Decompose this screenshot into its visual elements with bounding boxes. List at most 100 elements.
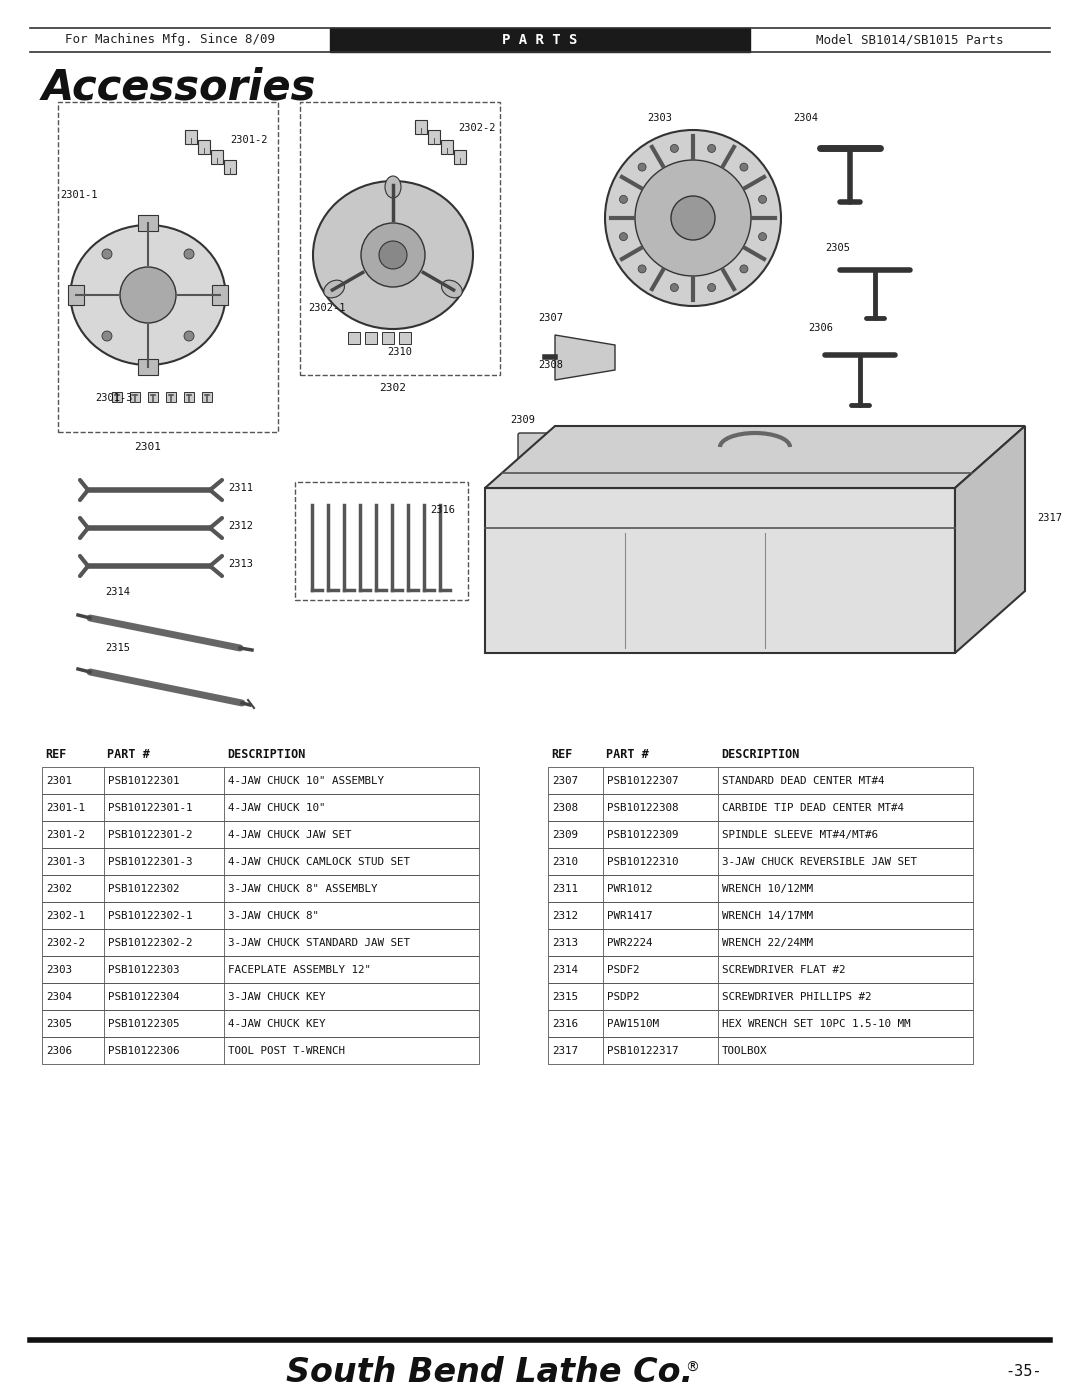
Polygon shape	[485, 426, 1025, 488]
Text: 4-JAW CHUCK JAW SET: 4-JAW CHUCK JAW SET	[228, 830, 351, 840]
Text: PWR1417: PWR1417	[607, 911, 652, 921]
Text: 4-JAW CHUCK 10": 4-JAW CHUCK 10"	[228, 803, 325, 813]
Bar	[548, 983, 973, 1010]
Text: 2317: 2317	[552, 1046, 578, 1056]
Text: 2301-3: 2301-3	[46, 856, 85, 868]
Circle shape	[361, 224, 426, 286]
Bar	[212, 285, 228, 305]
Polygon shape	[955, 426, 1025, 652]
Bar	[485, 488, 955, 652]
Text: PSB10122309: PSB10122309	[607, 830, 678, 840]
Text: 3-JAW CHUCK REVERSIBLE JAW SET: 3-JAW CHUCK REVERSIBLE JAW SET	[723, 856, 917, 868]
Text: 2308: 2308	[552, 803, 578, 813]
Text: PSB10122317: PSB10122317	[607, 1046, 678, 1056]
Text: ®: ®	[685, 1361, 699, 1375]
Bar	[415, 120, 427, 134]
Text: 2312: 2312	[228, 521, 253, 531]
Text: HEX WRENCH SET 10PC 1.5-10 MM: HEX WRENCH SET 10PC 1.5-10 MM	[723, 1018, 910, 1030]
Text: CARBIDE TIP DEAD CENTER MT#4: CARBIDE TIP DEAD CENTER MT#4	[723, 803, 904, 813]
Bar	[42, 956, 480, 983]
Text: 3-JAW CHUCK STANDARD JAW SET: 3-JAW CHUCK STANDARD JAW SET	[228, 937, 410, 949]
Text: 2302: 2302	[46, 884, 72, 894]
Text: 2315: 2315	[552, 992, 578, 1002]
Text: 2306: 2306	[46, 1046, 72, 1056]
Text: PSB10122304: PSB10122304	[108, 992, 179, 1002]
Text: 2311: 2311	[552, 884, 578, 894]
Text: 2301: 2301	[135, 441, 162, 453]
Bar	[348, 332, 360, 344]
Text: TOOL POST T-WRENCH: TOOL POST T-WRENCH	[228, 1046, 345, 1056]
Text: PSB10122303: PSB10122303	[108, 965, 179, 975]
Bar	[42, 929, 480, 956]
Bar	[58, 102, 278, 432]
Text: PSB10122301-2: PSB10122301-2	[108, 830, 192, 840]
Ellipse shape	[70, 225, 226, 365]
Bar	[148, 393, 158, 402]
Circle shape	[707, 284, 716, 292]
Text: PSB10122301-1: PSB10122301-1	[108, 803, 192, 813]
Text: South Bend Lathe Co.: South Bend Lathe Co.	[286, 1355, 693, 1389]
Text: WRENCH 22/24MM: WRENCH 22/24MM	[723, 937, 813, 949]
Text: PSDF2: PSDF2	[607, 965, 639, 975]
Text: 2311: 2311	[228, 483, 253, 493]
Bar	[184, 393, 194, 402]
Ellipse shape	[324, 281, 345, 298]
Text: PSB10122307: PSB10122307	[607, 775, 678, 787]
Bar	[399, 332, 411, 344]
Text: PWR1012: PWR1012	[607, 884, 652, 894]
Circle shape	[102, 249, 112, 258]
Bar	[548, 929, 973, 956]
Text: 2302-2: 2302-2	[46, 937, 85, 949]
Text: 2316: 2316	[430, 504, 455, 515]
Bar	[42, 902, 480, 929]
Bar	[211, 149, 222, 163]
Text: 2303: 2303	[46, 965, 72, 975]
Text: PART #: PART #	[606, 749, 649, 761]
Circle shape	[184, 331, 194, 341]
Text: TOOLBOX: TOOLBOX	[723, 1046, 768, 1056]
Text: Accessories: Accessories	[42, 67, 316, 109]
Text: PSB10122310: PSB10122310	[607, 856, 678, 868]
Text: 2309: 2309	[552, 830, 578, 840]
Text: 2307: 2307	[552, 775, 578, 787]
Text: 2304: 2304	[793, 113, 818, 123]
Text: 3-JAW CHUCK KEY: 3-JAW CHUCK KEY	[228, 992, 325, 1002]
Text: 2310: 2310	[388, 346, 413, 358]
Text: 2314: 2314	[105, 587, 130, 597]
Bar	[42, 793, 480, 821]
Text: PSB10122306: PSB10122306	[108, 1046, 179, 1056]
Text: 2315: 2315	[105, 643, 130, 652]
Text: SPINDLE SLEEVE MT#4/MT#6: SPINDLE SLEEVE MT#4/MT#6	[723, 830, 878, 840]
Circle shape	[671, 196, 715, 240]
Text: 2302-2: 2302-2	[458, 123, 496, 133]
Circle shape	[120, 267, 176, 323]
Ellipse shape	[313, 182, 473, 330]
Circle shape	[671, 144, 678, 152]
Bar	[112, 393, 122, 402]
Bar	[130, 393, 140, 402]
Circle shape	[184, 249, 194, 258]
Text: DESCRIPTION: DESCRIPTION	[721, 749, 799, 761]
Text: 3-JAW CHUCK 8": 3-JAW CHUCK 8"	[228, 911, 319, 921]
Text: REF: REF	[45, 749, 66, 761]
Text: PSB10122302-2: PSB10122302-2	[108, 937, 192, 949]
Text: 2306: 2306	[808, 323, 833, 332]
Bar	[548, 821, 973, 848]
Text: 2301-1: 2301-1	[46, 803, 85, 813]
Text: 2302-1: 2302-1	[308, 303, 346, 313]
Text: 2308: 2308	[538, 360, 563, 370]
Circle shape	[758, 196, 767, 204]
Bar	[330, 28, 750, 52]
Circle shape	[635, 161, 751, 277]
Bar	[224, 161, 237, 175]
Text: 2305: 2305	[825, 243, 850, 253]
Text: 2304: 2304	[46, 992, 72, 1002]
Circle shape	[740, 265, 748, 272]
Bar	[202, 393, 212, 402]
Bar	[382, 332, 394, 344]
Text: 2316: 2316	[552, 1018, 578, 1030]
Bar	[42, 848, 480, 875]
Text: P A R T S: P A R T S	[502, 34, 578, 47]
Bar	[548, 767, 973, 793]
Text: -35-: -35-	[1005, 1365, 1042, 1379]
